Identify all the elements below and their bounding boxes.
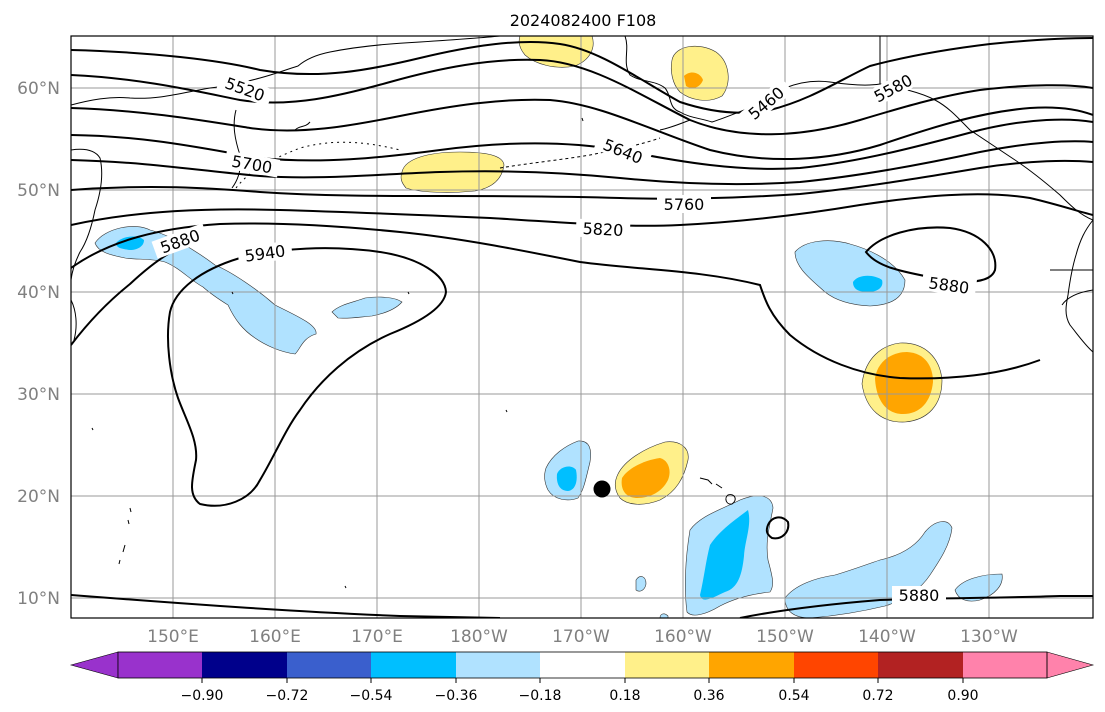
colorbar-segment bbox=[371, 652, 456, 678]
anomaly-region-light-blue bbox=[94, 226, 317, 355]
map-title: 2024082400 F108 bbox=[510, 11, 657, 30]
lon-label: 130°W bbox=[960, 627, 1018, 647]
colorbar-tick-label: 0.36 bbox=[693, 688, 724, 704]
anomaly-region-blue bbox=[700, 510, 750, 600]
anomaly-region-blue bbox=[853, 275, 883, 292]
anomaly-region-light-blue bbox=[659, 613, 669, 618]
colorbar-extend-max bbox=[1046, 651, 1095, 679]
map-plot-area bbox=[71, 36, 1093, 618]
anomaly-region-light-blue bbox=[954, 573, 1003, 602]
colorbar-tick-label: 0.90 bbox=[947, 688, 978, 704]
colorbar-tick-label: −0.18 bbox=[519, 688, 562, 704]
anomaly-region-blue bbox=[116, 236, 144, 250]
anomaly-region-light-yellow bbox=[670, 45, 729, 101]
colorbar-tick-label: −0.72 bbox=[266, 688, 309, 704]
contour-label: 5880 bbox=[899, 586, 940, 605]
anomaly-region-orange bbox=[875, 352, 933, 414]
anomaly-region-orange bbox=[621, 458, 670, 498]
map-frame bbox=[70, 35, 1094, 619]
colorbar-segment bbox=[287, 652, 371, 678]
lon-label: 170°W bbox=[552, 627, 610, 647]
colorbar-segment bbox=[963, 652, 1047, 678]
colorbar-segment bbox=[456, 652, 540, 678]
lon-label: 150°E bbox=[147, 627, 199, 647]
colorbar-segment bbox=[625, 652, 709, 678]
colorbar-segment bbox=[202, 652, 287, 678]
contour-label: 5820 bbox=[582, 219, 624, 240]
colorbar-tick-label: −0.36 bbox=[435, 688, 478, 704]
longitude-labels: 150°E 160°E 170°E 180°W 170°W 160°W 150°… bbox=[147, 627, 1018, 647]
colorbar-tick-label: 0.18 bbox=[609, 688, 640, 704]
lon-label: 140°W bbox=[858, 627, 916, 647]
lat-label: 40°N bbox=[17, 283, 60, 303]
lon-label: 150°W bbox=[756, 627, 814, 647]
colorbar-extend-min bbox=[69, 651, 119, 679]
lon-label: 180°W bbox=[450, 627, 508, 647]
lon-label: 170°E bbox=[351, 627, 403, 647]
lat-label: 10°N bbox=[17, 589, 60, 609]
colorbar-tick-label: 0.54 bbox=[778, 688, 809, 704]
contour-label: 5760 bbox=[664, 195, 705, 214]
lat-label: 20°N bbox=[17, 487, 60, 507]
colorbar-segment bbox=[878, 652, 963, 678]
lat-label: 60°N bbox=[17, 79, 60, 99]
colorbar-tick-label: −0.90 bbox=[181, 688, 224, 704]
anomaly-region-light-blue bbox=[331, 296, 403, 319]
colorbar-tick-label: −0.54 bbox=[350, 688, 393, 704]
colorbar-segment bbox=[118, 652, 202, 678]
lat-label: 30°N bbox=[17, 385, 60, 405]
colorbar-segment bbox=[540, 652, 625, 678]
anomaly-region-light-blue bbox=[635, 576, 647, 592]
lat-label: 50°N bbox=[17, 181, 60, 201]
location-marker bbox=[593, 480, 611, 498]
colorbar-outline bbox=[117, 651, 1048, 679]
anomaly-region-blue bbox=[556, 466, 577, 491]
lon-label: 160°W bbox=[654, 627, 712, 647]
colorbar-segment bbox=[794, 652, 878, 678]
colorbar: −0.90 −0.72 −0.54 −0.36 −0.18 0.18 0.36 … bbox=[69, 651, 1095, 704]
colorbar-tick-label: 0.72 bbox=[862, 688, 893, 704]
colorbar-segment bbox=[709, 652, 794, 678]
anomaly-region-orange bbox=[684, 72, 703, 88]
lon-label: 160°E bbox=[249, 627, 301, 647]
latitude-labels: 60°N 50°N 40°N 30°N 20°N 10°N bbox=[17, 79, 60, 609]
